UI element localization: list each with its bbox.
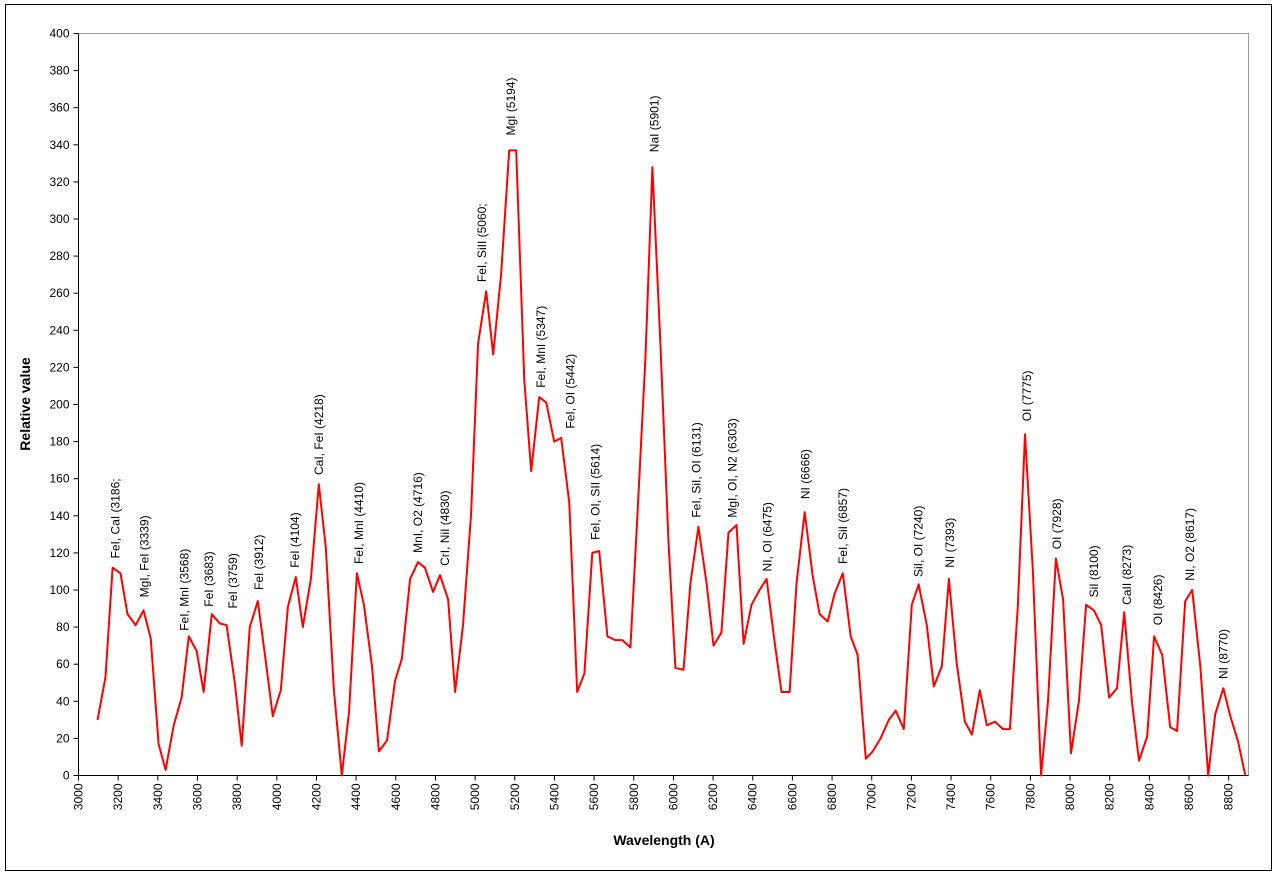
x-tick-label: 6600 bbox=[785, 783, 799, 810]
data-line bbox=[96, 149, 1247, 777]
x-tick-label: 5400 bbox=[547, 783, 561, 810]
y-tick-label: 80 bbox=[56, 620, 70, 634]
annotation: CaII (8273) bbox=[1120, 545, 1134, 605]
y-tick-label: 360 bbox=[49, 101, 69, 115]
x-tick-label: 4000 bbox=[270, 783, 284, 810]
x-tick-label: 7800 bbox=[1023, 783, 1037, 810]
annotation: FeI (3759) bbox=[226, 553, 240, 608]
y-tick-label: 40 bbox=[56, 694, 70, 708]
x-tick-label: 5800 bbox=[627, 783, 641, 810]
annotation: NI, O2 (8617) bbox=[1183, 508, 1197, 581]
x-tick-label: 5000 bbox=[468, 783, 482, 810]
chart-frame bbox=[5, 4, 1272, 871]
y-tick-label: 400 bbox=[49, 27, 69, 41]
annotation: CaI, FeI (4218) bbox=[312, 394, 326, 475]
annotation: OI (7775) bbox=[1020, 370, 1034, 421]
annotation: MgI, OI, N2 (6303) bbox=[726, 418, 740, 517]
x-tick-label: 4800 bbox=[428, 783, 442, 810]
annotation: SiI (8100) bbox=[1087, 545, 1101, 597]
y-tick-label: 200 bbox=[49, 398, 69, 412]
annotation: FeI, CaI (3186; bbox=[109, 478, 123, 558]
y-tick-label: 340 bbox=[49, 138, 69, 152]
annotation: FeI, OI, SII (5614) bbox=[588, 444, 602, 540]
y-tick-label: 380 bbox=[49, 64, 69, 78]
y-tick-label: 0 bbox=[63, 769, 70, 783]
x-tick-label: 5200 bbox=[508, 783, 522, 810]
annotation: FeI, OI (5442) bbox=[563, 354, 577, 429]
x-tick-label: 4600 bbox=[389, 783, 403, 810]
annotation: SiI, OI (7240) bbox=[912, 506, 926, 577]
x-tick-label: 8200 bbox=[1103, 783, 1117, 810]
x-tick-label: 6000 bbox=[666, 783, 680, 810]
annotation: CrI, NiI (4830) bbox=[438, 491, 452, 566]
y-tick-label: 120 bbox=[49, 546, 69, 560]
x-tick-label: 7600 bbox=[984, 783, 998, 810]
annotation: FeI, MnI (5347) bbox=[534, 306, 548, 388]
annotation: FeI, MnI (4410) bbox=[352, 482, 366, 564]
x-tick-label: 6200 bbox=[706, 783, 720, 810]
y-axis-title: Relative value bbox=[17, 357, 33, 451]
x-tick-label: 3000 bbox=[72, 783, 86, 810]
x-tick-label: 6400 bbox=[746, 783, 760, 810]
annotation: FeI, SiI, OI (6131) bbox=[689, 422, 703, 517]
y-tick-label: 100 bbox=[49, 583, 69, 597]
x-tick-label: 4400 bbox=[349, 783, 363, 810]
annotation: NI, OI (6475) bbox=[761, 502, 775, 571]
annotation: FeI (3683) bbox=[202, 551, 216, 606]
annotation: MgI (5194) bbox=[504, 77, 518, 135]
annotation: MgI, FeI (3339) bbox=[138, 515, 152, 597]
x-tick-label: 8400 bbox=[1142, 783, 1156, 810]
y-tick-label: 60 bbox=[56, 657, 70, 671]
x-tick-label: 7200 bbox=[904, 783, 918, 810]
annotation: NI (6666) bbox=[799, 449, 813, 499]
y-tick-label: 160 bbox=[49, 472, 69, 486]
annotation: OI (7928) bbox=[1050, 498, 1064, 549]
annotation: FeI, SiII (5060; bbox=[475, 203, 489, 282]
annotation: FeI, MnI (3568) bbox=[178, 549, 192, 631]
annotation: OI (8426) bbox=[1151, 575, 1165, 626]
y-tick-label: 300 bbox=[49, 212, 69, 226]
x-tick-label: 7400 bbox=[944, 783, 958, 810]
x-tick-label: 5600 bbox=[587, 783, 601, 810]
x-tick-label: 8600 bbox=[1182, 783, 1196, 810]
y-tick-label: 260 bbox=[49, 286, 69, 300]
x-tick-label: 3200 bbox=[111, 783, 125, 810]
x-tick-label: 8800 bbox=[1222, 783, 1236, 810]
x-tick-label: 3800 bbox=[230, 783, 244, 810]
y-tick-label: 220 bbox=[49, 360, 69, 374]
x-tick-label: 6800 bbox=[825, 783, 839, 810]
annotation: NaI (5901) bbox=[647, 96, 661, 153]
x-tick-label: 7000 bbox=[865, 783, 879, 810]
annotation: NI (7393) bbox=[943, 518, 957, 568]
x-tick-label: 3400 bbox=[151, 783, 165, 810]
x-tick-label: 4200 bbox=[309, 783, 323, 810]
annotation: FeI (4104) bbox=[288, 512, 302, 567]
y-tick-label: 20 bbox=[56, 731, 70, 745]
y-tick-label: 140 bbox=[49, 509, 69, 523]
x-tick-label: 3600 bbox=[190, 783, 204, 810]
y-tick-label: 180 bbox=[49, 435, 69, 449]
annotation: MnI, O2 (4716) bbox=[411, 472, 425, 553]
y-tick-label: 240 bbox=[49, 323, 69, 337]
y-tick-label: 320 bbox=[49, 175, 69, 189]
annotation: NI (8770) bbox=[1216, 629, 1230, 679]
y-tick-label: 280 bbox=[49, 249, 69, 263]
x-tick-label: 8000 bbox=[1063, 783, 1077, 810]
x-axis-title: Wavelength (A) bbox=[613, 832, 714, 848]
annotation: FeI (3912) bbox=[252, 535, 266, 590]
annotation: FeI, SiI (6857) bbox=[836, 488, 850, 564]
